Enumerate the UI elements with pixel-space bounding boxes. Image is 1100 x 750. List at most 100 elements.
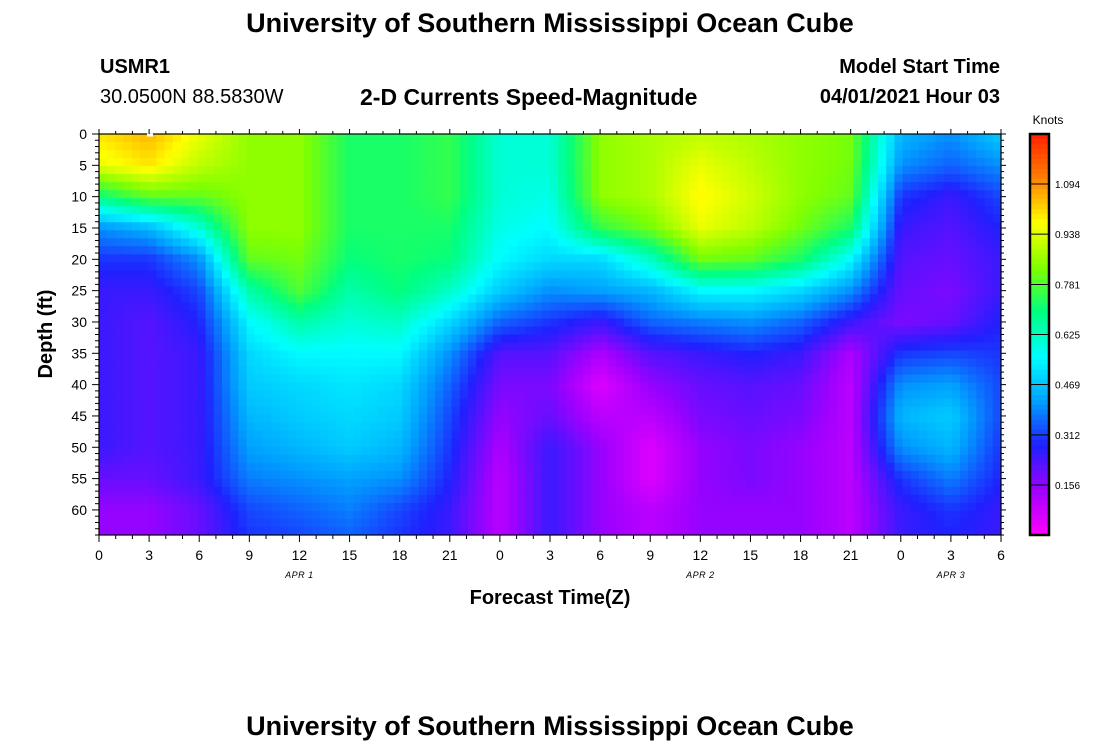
heatmap-cell [181, 254, 190, 263]
heatmap-cell [763, 526, 772, 535]
heatmap-cell [902, 454, 912, 464]
heatmap-cell [837, 294, 846, 304]
heatmap-cell [353, 246, 362, 255]
heatmap-cell [722, 454, 731, 464]
heatmap-cell [459, 206, 469, 215]
heatmap-cell [853, 478, 863, 488]
heatmap-cell [787, 238, 797, 247]
heatmap-cell [689, 390, 699, 400]
heatmap-cell [320, 238, 330, 247]
heatmap-cell [181, 414, 190, 424]
heatmap-cell [861, 206, 871, 215]
heatmap-cell [509, 158, 518, 167]
heatmap-cell [869, 150, 879, 159]
heatmap-cell [99, 430, 108, 440]
heatmap-cell [263, 366, 272, 376]
heatmap-cell [107, 294, 116, 304]
heatmap-cell [853, 454, 863, 464]
heatmap-cell [886, 422, 895, 432]
heatmap-cell [443, 366, 453, 376]
heatmap-cell [345, 510, 354, 520]
heatmap-cell [238, 358, 248, 368]
heatmap-cell [328, 182, 338, 191]
heatmap-cell [328, 286, 338, 295]
heatmap-cell [443, 134, 453, 143]
heatmap-cell [99, 166, 108, 175]
heatmap-cell [673, 518, 682, 528]
heatmap-cell [869, 374, 879, 384]
heatmap-cell [164, 430, 174, 440]
heatmap-cell [804, 414, 813, 424]
heatmap-cell [205, 422, 215, 432]
heatmap-cell [689, 326, 699, 336]
heatmap-cell [271, 478, 280, 488]
heatmap-cell [837, 270, 846, 279]
heatmap-cell [689, 198, 699, 207]
heatmap-cell [746, 174, 756, 183]
heatmap-cell [845, 398, 854, 408]
heatmap-cell [99, 190, 108, 199]
heatmap-cell [123, 222, 133, 231]
heatmap-cell [886, 486, 895, 496]
heatmap-cell [369, 494, 379, 504]
heatmap-cell [345, 166, 354, 175]
heatmap-cell [140, 398, 149, 408]
heatmap-cell [164, 478, 174, 488]
heatmap-cell [525, 470, 535, 480]
heatmap-cell [181, 494, 190, 504]
heatmap-cell [664, 198, 674, 207]
heatmap-cell [99, 414, 108, 424]
heatmap-cell [632, 230, 641, 239]
heatmap-cell [828, 318, 838, 328]
heatmap-cell [689, 350, 699, 360]
heatmap-cell [525, 222, 535, 231]
heatmap-cell [484, 374, 494, 384]
heatmap-cell [320, 510, 330, 520]
heatmap-cell [205, 430, 215, 440]
heatmap-cell [115, 430, 125, 440]
heatmap-cell [779, 518, 789, 528]
heatmap-cell [550, 326, 559, 336]
heatmap-cell [459, 350, 469, 360]
heatmap-cell [254, 230, 264, 239]
heatmap-cell [804, 334, 813, 344]
heatmap-cell [517, 134, 526, 143]
heatmap-cell [492, 222, 502, 231]
heatmap-cell [640, 430, 649, 440]
heatmap-cell [763, 150, 772, 159]
heatmap-cell [812, 526, 822, 535]
heatmap-cell [345, 206, 354, 215]
heatmap-cell [746, 478, 756, 488]
heatmap-cell [902, 174, 912, 183]
heatmap-cell [664, 526, 674, 535]
heatmap-cell [402, 134, 412, 143]
heatmap-cell [566, 134, 576, 143]
heatmap-cell [107, 414, 116, 424]
heatmap-cell [837, 326, 846, 336]
heatmap-cell [828, 326, 838, 336]
heatmap-cell [607, 382, 617, 392]
heatmap-cell [566, 422, 576, 432]
heatmap-cell [181, 358, 190, 368]
heatmap-cell [222, 414, 231, 424]
heatmap-cell [558, 158, 567, 167]
heatmap-cell [476, 374, 485, 384]
heatmap-cell [902, 486, 912, 496]
heatmap-cell [582, 158, 592, 167]
heatmap-cell [238, 502, 248, 512]
heatmap-cell [353, 174, 362, 183]
heatmap-cell [771, 310, 781, 320]
heatmap-cell [492, 478, 502, 488]
heatmap-cell [517, 166, 526, 175]
heatmap-cell [820, 382, 830, 392]
heatmap-cell [623, 374, 633, 384]
heatmap-cell [615, 446, 625, 456]
heatmap-cell [353, 278, 362, 287]
heatmap-cell [664, 166, 674, 175]
heatmap-cell [599, 470, 608, 480]
heatmap-cell [451, 246, 461, 255]
heatmap-cell [131, 166, 141, 175]
heatmap-cell [796, 414, 805, 424]
heatmap-cell [902, 206, 912, 215]
heatmap-cell [796, 382, 805, 392]
